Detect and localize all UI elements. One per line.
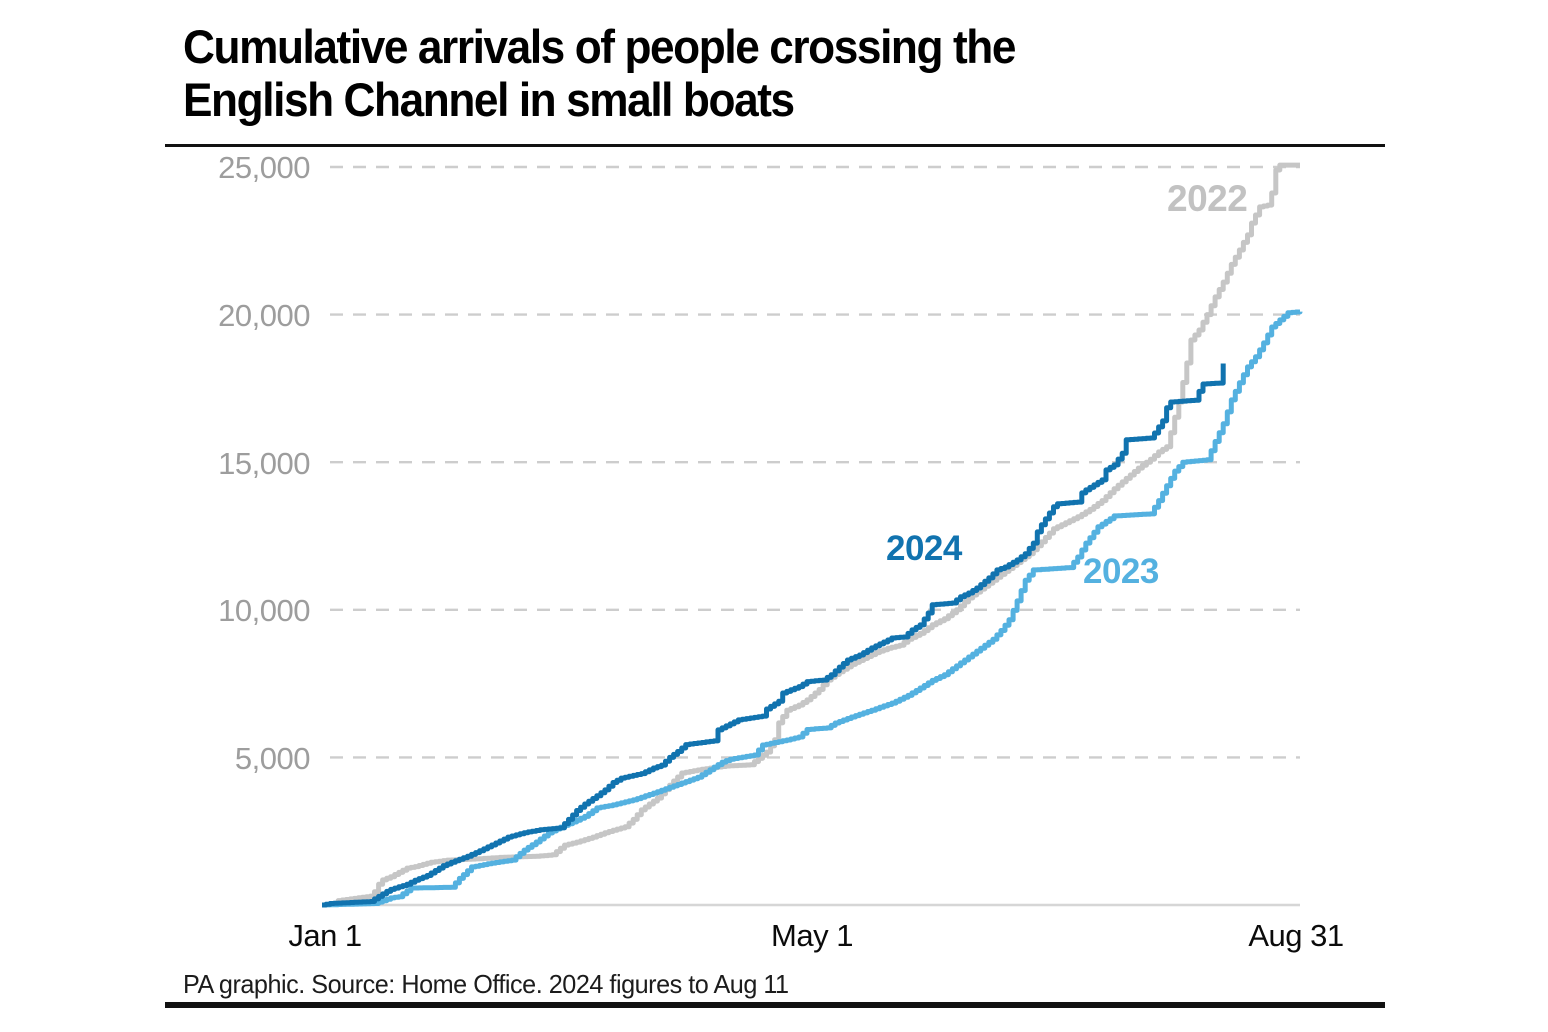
- series-line-2023: [322, 309, 1303, 908]
- series-label-2022: 2022: [1167, 178, 1248, 219]
- y-tick-5000: 5,000: [234, 741, 311, 776]
- y-tick-25000: 25,000: [218, 150, 310, 185]
- y-tick-20000: 20,000: [218, 298, 310, 333]
- x-tick-may1: May 1: [771, 918, 853, 953]
- series-label-2023: 2023: [1083, 552, 1159, 591]
- series-label-2024: 2024: [886, 529, 962, 568]
- series-line-2022: [322, 162, 1300, 908]
- title-divider-rule: [165, 144, 1385, 147]
- chart-title: Cumulative arrivals of people crossing t…: [183, 20, 1320, 126]
- x-tick-jan1: Jan 1: [288, 918, 362, 953]
- series-line-2024: [322, 363, 1226, 908]
- source-note: PA graphic. Source: Home Office. 2024 fi…: [183, 969, 789, 999]
- y-tick-15000: 15,000: [218, 446, 310, 481]
- chart-title-line1: Cumulative arrivals of people crossing t…: [183, 20, 1016, 73]
- chart-title-line2: English Channel in small boats: [183, 73, 795, 126]
- x-tick-aug31: Aug 31: [1248, 918, 1344, 953]
- bottom-rule: [165, 1002, 1385, 1008]
- y-tick-10000: 10,000: [218, 593, 310, 628]
